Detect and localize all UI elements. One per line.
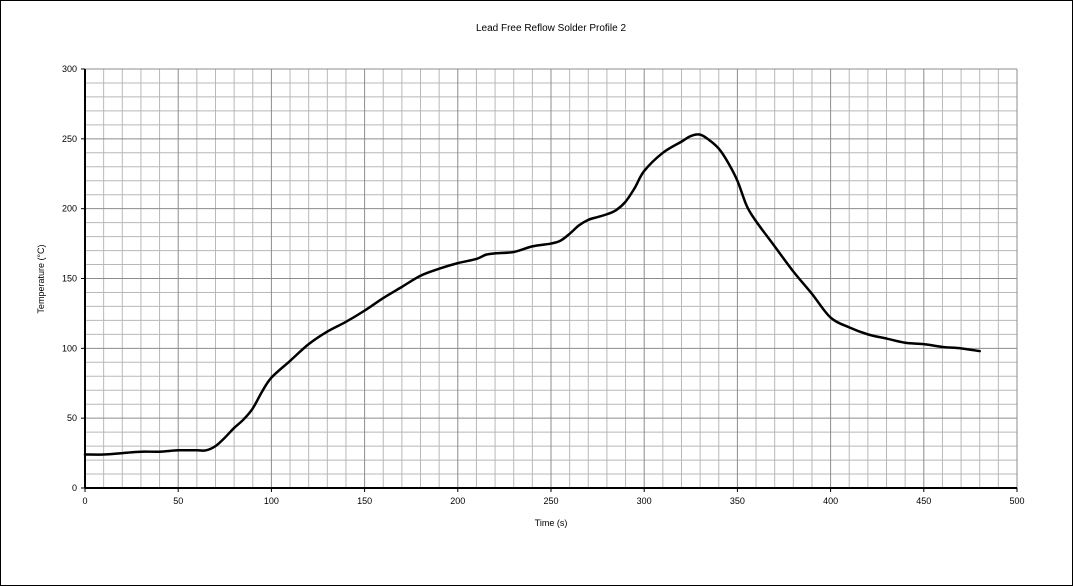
grid: [85, 68, 1018, 488]
series-layer: [83, 133, 981, 456]
y-tick-label: 100: [62, 343, 77, 353]
x-axis-tick-labels: 0 50 100 150 200 250 300 350 400 450 500: [82, 496, 1024, 506]
y-axis-tick-labels: 0 50 100 150 200 250 300: [62, 64, 77, 493]
x-tick-label: 150: [357, 496, 372, 506]
x-tick-label: 0: [82, 496, 87, 506]
x-tick-label: 300: [637, 496, 652, 506]
x-tick-label: 250: [543, 496, 558, 506]
y-tick-label: 250: [62, 134, 77, 144]
x-axis-title: Time (s): [535, 518, 568, 528]
chart-title: Lead Free Reflow Solder Profile 2: [476, 23, 627, 34]
temperature-series-line: [83, 133, 981, 456]
y-tick-label: 150: [62, 274, 77, 284]
x-tick-label: 100: [264, 496, 279, 506]
x-tick-label: 500: [1009, 496, 1024, 506]
y-tick-label: 300: [62, 64, 77, 74]
x-tick-label: 50: [173, 496, 183, 506]
y-tick-label: 200: [62, 204, 77, 214]
y-tick-label: 50: [67, 413, 77, 423]
x-tick-label: 400: [823, 496, 838, 506]
y-tick-label: 0: [72, 483, 77, 493]
axes: [81, 68, 1018, 492]
x-tick-label: 450: [916, 496, 931, 506]
y-axis-title: Temperature (°C): [36, 244, 46, 313]
x-tick-label: 200: [450, 496, 465, 506]
x-tick-label: 350: [730, 496, 745, 506]
